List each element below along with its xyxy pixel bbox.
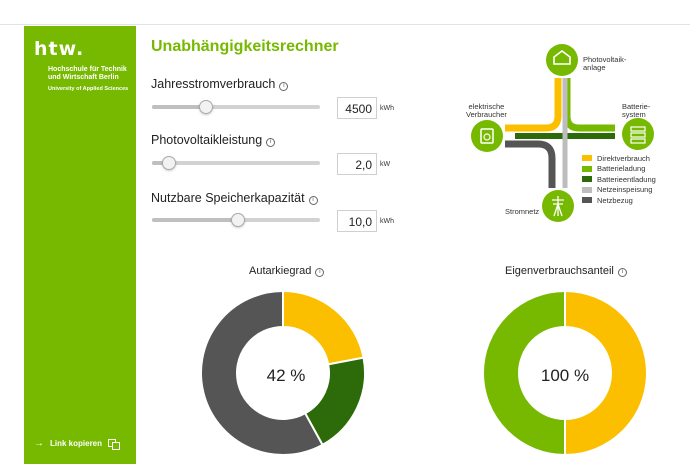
info-icon[interactable]: i <box>308 196 318 205</box>
pv-label-text: Photovoltaik- anlage <box>583 55 627 72</box>
pv-slider-handle[interactable] <box>161 156 176 170</box>
pv-node <box>546 44 578 76</box>
consumption-slider-handle[interactable] <box>198 100 213 114</box>
autarky-segment-2 <box>200 289 324 456</box>
storage-slider-handle[interactable] <box>230 213 245 227</box>
legend-swatch <box>582 186 592 193</box>
flow-battery-charge <box>563 78 615 132</box>
grid-label-text: Stromnetz <box>505 207 540 216</box>
pv-input[interactable]: 2,0 <box>337 153 377 175</box>
pv-slider[interactable] <box>152 156 320 170</box>
self-consumption-value: 100 % <box>540 366 590 385</box>
slider-fill <box>152 105 206 109</box>
flow-direct <box>505 78 562 132</box>
legend-swatch <box>582 155 592 162</box>
htw-logo: htw. <box>34 38 85 60</box>
consumer-label-text: elektrische Verbraucher <box>466 102 507 119</box>
legend-swatch <box>582 165 592 172</box>
consumption-label: Jahresstromverbrauch i <box>151 77 289 91</box>
org-name: Hochschule für Technik und Wirtschaft Be… <box>48 66 127 81</box>
battery-icon <box>630 126 646 132</box>
pv-unit: kW <box>380 161 391 168</box>
autarky-value: 42 % <box>266 366 306 385</box>
consumption-unit: kWh <box>380 105 394 112</box>
storage-unit: kWh <box>380 218 394 225</box>
consumption-slider[interactable] <box>152 100 320 114</box>
info-icon[interactable]: i <box>266 138 276 147</box>
self-consumption-donut <box>482 289 648 457</box>
slider-fill <box>152 161 169 165</box>
flow-legend: Direktverbrauch Batterieladung Batteriee… <box>582 153 656 206</box>
slider-fill <box>152 218 238 222</box>
legend-swatch <box>582 197 592 204</box>
storage-label: Nutzbare Speicherkapazität i <box>151 191 318 205</box>
autarky-segment-0 <box>282 289 365 366</box>
storage-input[interactable]: 10,0 <box>337 210 377 232</box>
legend-item-grid-purchase: Netzbezug <box>582 195 656 206</box>
top-divider <box>0 24 690 25</box>
sidebar: htw. Hochschule für Technik und Wirtscha… <box>24 26 136 464</box>
legend-item-direct: Direktverbrauch <box>582 153 656 164</box>
arrow-right-icon: → <box>34 438 44 449</box>
self-consumption-segment-0 <box>564 289 648 457</box>
legend-item-battery-charge: Batterieladung <box>582 164 656 175</box>
house-icon <box>553 50 571 65</box>
appliance-icon <box>480 128 494 144</box>
battery-node <box>622 118 654 150</box>
storage-slider[interactable] <box>152 213 320 227</box>
info-icon[interactable]: i <box>279 82 289 91</box>
legend-item-feed-in: Netzeinspeisung <box>582 185 656 196</box>
copy-link-button[interactable]: → Link kopieren <box>34 438 121 450</box>
energy-flow-diagram <box>471 44 654 222</box>
battery-label-text: Batterie- system <box>622 102 651 119</box>
power-pole-icon <box>552 196 564 217</box>
autarky-title: Autarkiegrad i <box>249 265 325 277</box>
legend-swatch <box>582 176 592 183</box>
consumption-input[interactable]: 4500 <box>337 97 377 119</box>
copy-link-label: Link kopieren <box>50 439 103 448</box>
consumer-node <box>471 120 503 152</box>
info-icon[interactable]: i <box>617 268 627 277</box>
legend-item-battery-discharge: Batterieentladung <box>582 174 656 185</box>
copy-icon <box>108 438 121 450</box>
pv-label: Photovoltaikleistung i <box>151 133 276 147</box>
self-consumption-title: Eigenverbrauchsanteil i <box>505 265 627 277</box>
autarky-donut <box>200 289 366 456</box>
page-title: Unabhängigkeitsrechner <box>151 38 339 55</box>
org-subtitle: University of Applied Sciences <box>48 86 129 92</box>
self-consumption-segment-1 <box>482 289 566 457</box>
flow-grid-purchase <box>505 140 556 188</box>
info-icon[interactable]: i <box>315 268 325 277</box>
